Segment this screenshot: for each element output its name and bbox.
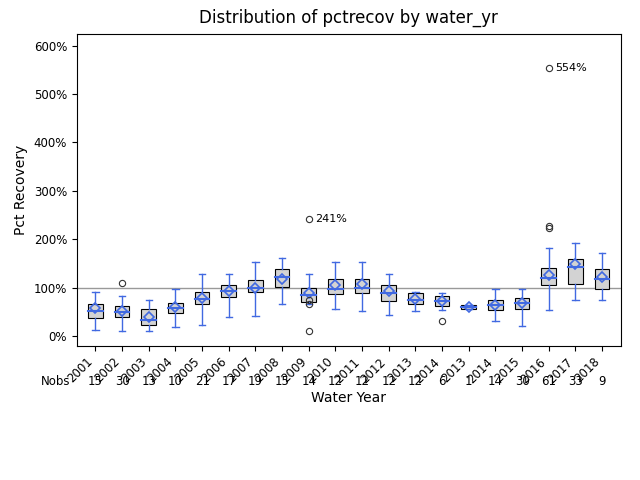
Bar	[328, 279, 343, 294]
Text: 15: 15	[88, 375, 103, 388]
Bar	[381, 285, 396, 301]
Text: 554%: 554%	[556, 63, 588, 73]
Y-axis label: Pct Recovery: Pct Recovery	[14, 144, 28, 235]
Bar	[88, 304, 103, 318]
Bar	[435, 296, 449, 306]
Text: 30: 30	[115, 375, 129, 388]
Bar	[461, 305, 476, 309]
Title: Distribution of pctrecov by water_yr: Distribution of pctrecov by water_yr	[200, 9, 498, 27]
Bar	[541, 268, 556, 285]
Text: 241%: 241%	[316, 215, 348, 224]
Bar	[568, 259, 583, 284]
Text: 14: 14	[301, 375, 316, 388]
Text: Nobs: Nobs	[41, 375, 70, 388]
Bar	[488, 300, 503, 310]
Text: 17: 17	[221, 375, 236, 388]
Text: 14: 14	[488, 375, 503, 388]
Bar	[115, 306, 129, 317]
Text: 10: 10	[168, 375, 183, 388]
Text: 12: 12	[355, 375, 370, 388]
X-axis label: Water Year: Water Year	[311, 391, 387, 405]
Bar	[515, 298, 529, 309]
Bar	[221, 285, 236, 297]
Bar	[195, 292, 209, 304]
Bar	[301, 288, 316, 302]
Bar	[408, 293, 423, 304]
Text: 1: 1	[465, 375, 472, 388]
Bar	[168, 303, 183, 312]
Text: 13: 13	[141, 375, 156, 388]
Bar	[275, 269, 289, 287]
Text: 21: 21	[195, 375, 210, 388]
Bar	[248, 280, 263, 292]
Text: 12: 12	[328, 375, 343, 388]
Bar	[595, 269, 609, 289]
Text: 19: 19	[248, 375, 263, 388]
Text: 33: 33	[568, 375, 583, 388]
Text: 12: 12	[381, 375, 396, 388]
Text: 61: 61	[541, 375, 556, 388]
Bar	[141, 309, 156, 325]
Text: 30: 30	[515, 375, 529, 388]
Text: 9: 9	[598, 375, 606, 388]
Bar	[355, 279, 369, 293]
Text: 6: 6	[438, 375, 446, 388]
Text: 12: 12	[408, 375, 423, 388]
Text: 15: 15	[275, 375, 289, 388]
